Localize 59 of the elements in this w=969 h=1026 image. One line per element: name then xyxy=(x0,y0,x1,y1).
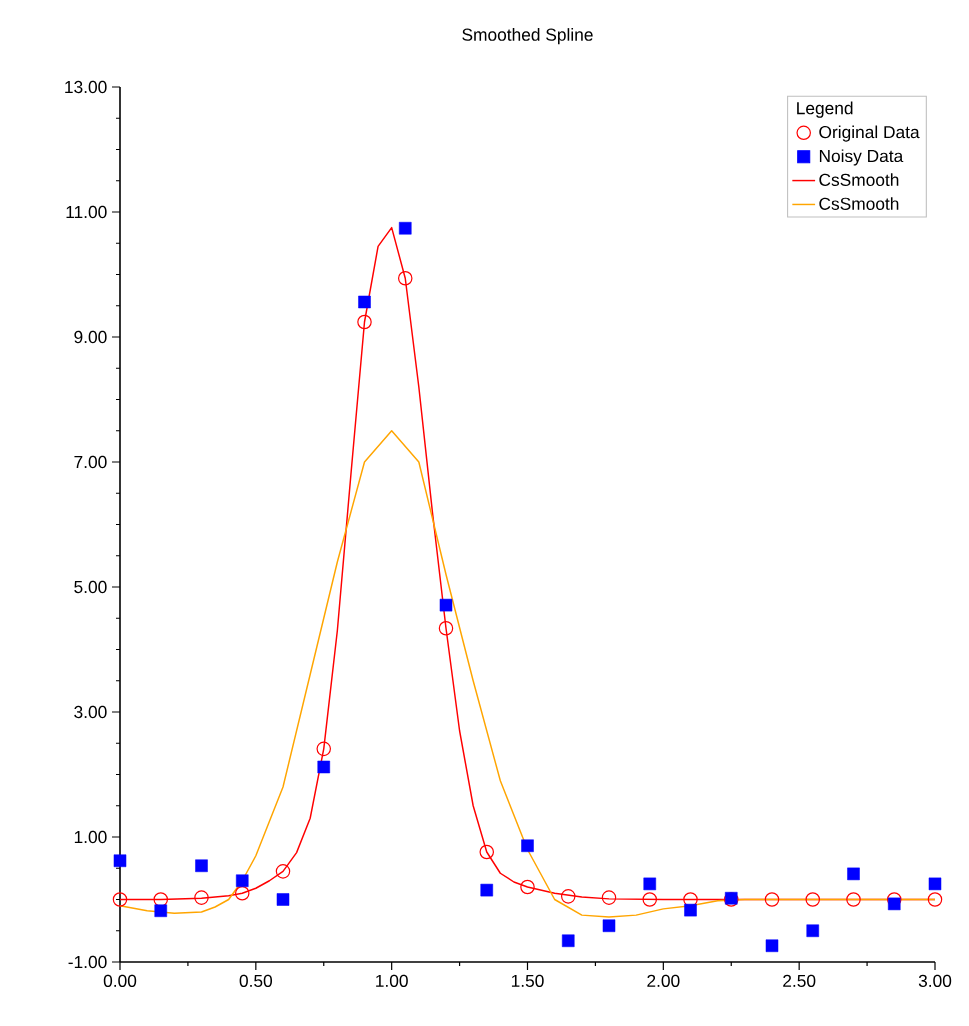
point xyxy=(765,939,779,953)
point xyxy=(358,295,371,309)
x-tick-label: 1.50 xyxy=(511,974,544,987)
legend-label: Original Data xyxy=(819,125,920,142)
legend-label: Noisy Data xyxy=(819,149,904,166)
y-tick-label: 3.00 xyxy=(74,705,107,719)
x-tick-label: 0.00 xyxy=(103,974,137,987)
point xyxy=(561,934,575,948)
point xyxy=(194,890,209,905)
point xyxy=(928,877,942,891)
point xyxy=(112,892,128,907)
point xyxy=(560,889,576,904)
y-tick-label: 7.00 xyxy=(74,455,107,469)
y-tick-label: 5.00 xyxy=(74,580,107,594)
point xyxy=(357,314,372,330)
y-tick-label: -1.00 xyxy=(68,955,107,969)
point xyxy=(276,893,290,906)
point xyxy=(479,844,495,860)
x-tick-label: 3.00 xyxy=(918,974,952,987)
point xyxy=(764,892,780,907)
point xyxy=(154,904,168,918)
point xyxy=(195,859,208,873)
y-tick-label: 1.00 xyxy=(74,830,107,844)
x-tick-label: 1.00 xyxy=(376,974,408,987)
point xyxy=(601,890,617,905)
point xyxy=(235,874,249,888)
point xyxy=(684,903,697,917)
x-tick-label: 0.50 xyxy=(239,974,273,987)
y-tick-label: 11.00 xyxy=(66,205,107,219)
point xyxy=(887,897,901,911)
point xyxy=(439,598,453,612)
point xyxy=(846,892,861,907)
point xyxy=(316,741,332,757)
point xyxy=(602,919,616,933)
legend-label: CsSmooth xyxy=(819,173,899,187)
legend-label: CsSmooth xyxy=(819,197,899,210)
point xyxy=(642,892,658,907)
chart-title: Smoothed Spline xyxy=(462,28,593,45)
point xyxy=(113,854,127,868)
point xyxy=(438,620,454,636)
legend-title: Legend xyxy=(797,101,853,118)
point xyxy=(521,839,534,853)
x-tick-label: 2.00 xyxy=(647,974,680,987)
point xyxy=(643,877,657,891)
point xyxy=(153,892,169,907)
y-tick-label: 9.00 xyxy=(74,330,107,344)
point xyxy=(847,867,860,881)
point xyxy=(480,883,494,897)
point xyxy=(520,879,535,895)
point xyxy=(398,221,412,235)
point xyxy=(927,892,943,907)
point xyxy=(234,885,250,901)
point xyxy=(397,270,413,286)
y-tick-label: 13.00 xyxy=(65,80,107,94)
point xyxy=(275,864,291,879)
point xyxy=(806,924,820,938)
point xyxy=(805,892,821,907)
x-tick-label: 2.50 xyxy=(783,974,816,987)
point xyxy=(317,760,331,774)
